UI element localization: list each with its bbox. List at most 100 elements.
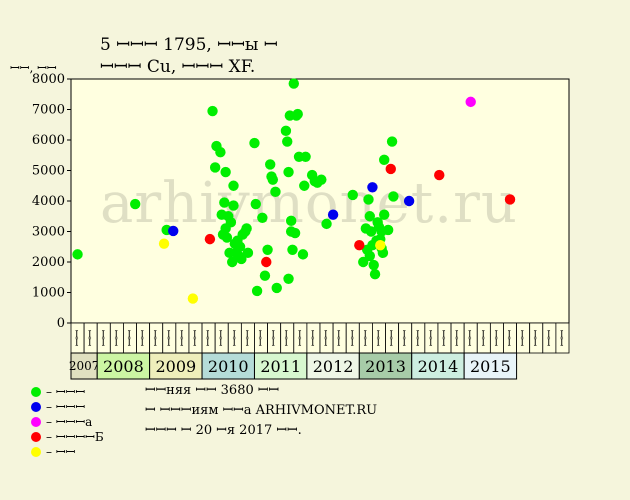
data-point [358,256,369,268]
data-point [316,174,327,185]
data-point [504,194,516,205]
quarter-label: ꟷꟷ [308,330,319,346]
info-line2: ꟷ ꟷꟷꟷиям ꟷꟷа ARHIVMONET.RU [145,403,377,418]
legend-label-1: – ꟷꟷꟷ [46,400,85,414]
data-point [215,147,226,158]
quarter-label: ꟷꟷ [557,330,568,346]
y-tick-label: 2000 [32,255,65,270]
year-label: 2011 [260,357,301,376]
quarter-label: ꟷꟷ [322,330,333,346]
quarter-label: ꟷꟷ [282,330,293,346]
data-point [207,105,218,117]
quarter-label: ꟷꟷ [400,330,411,346]
y-tick-label: 0 [57,316,65,331]
quarter-label: ꟷꟷ [453,330,464,346]
data-point [363,194,374,205]
data-point [280,125,292,137]
legend-marker-3 [31,432,41,442]
data-point [379,209,390,220]
data-point [158,238,170,249]
year-row: 2007 2008 2009 2010 2011 2012 2013 2014 2015 [69,352,518,380]
data-point [369,269,381,280]
year-cell [411,352,465,380]
data-point [267,174,279,185]
data-point [347,189,358,201]
data-point [251,285,263,297]
data-point [327,209,339,220]
quarter-label: ꟷꟷ [256,330,267,346]
data-point [300,151,311,162]
quarter-label: ꟷꟷ [413,330,424,346]
quarter-label: ꟷꟷ [544,330,555,346]
data-point [270,186,281,198]
data-point [379,154,390,166]
quarter-label: ꟷꟷ [191,330,202,346]
info-line1: ꟷꟷняя ꟷꟷ 3680 ꟷꟷ [145,383,279,398]
data-point [367,182,378,193]
data-point [219,197,230,208]
data-point [249,137,260,149]
data-point [257,212,268,223]
data-point [228,180,239,191]
data-point [265,159,276,170]
data-point [209,162,221,173]
quarter-label: ꟷꟷ [518,330,529,346]
year-label: 2013 [365,357,406,376]
legend-label-2: – ꟷꟷꟷа [46,415,92,429]
year-label: 2009 [155,357,196,376]
y-tick-label: 3000 [32,225,65,240]
quarter-label: ꟷꟷ [505,330,516,346]
data-point [283,166,294,178]
quarter-label: ꟷꟷ [348,330,359,346]
data-point [288,78,299,89]
plot-area [70,78,570,324]
quarter-label: ꟷꟷ [86,330,97,346]
quarter-label: ꟷꟷ [295,330,306,346]
data-point [271,282,282,294]
quarter-label: ꟷꟷ [125,330,136,346]
quarter-label: ꟷꟷ [138,330,149,346]
data-point [364,250,375,262]
legend-label-3: – ꟷꟷꟷꟷБ [46,430,104,444]
data-point [168,225,179,237]
legend-marker-4 [31,447,41,457]
year-cell [463,352,518,380]
y-axis-ticks: 0 1000 2000 3000 4000 5000 6000 7000 8000 [32,72,71,331]
data-point [365,226,377,237]
y-tick-label: 1000 [32,286,65,301]
data-point [388,191,399,202]
quarter-label: ꟷꟷ [204,330,215,346]
data-point [204,233,216,245]
quarter-label: ꟷꟷ [269,330,280,346]
year-label: 2010 [208,357,249,376]
data-point [386,136,398,147]
data-point [465,96,476,108]
data-point [287,244,298,255]
data-point [220,166,231,178]
y-tick-label: 6000 [32,133,65,148]
data-point [262,244,273,255]
year-label: 2007 [69,359,100,373]
chart-title-line2: ꟷꟷꟷ Cu, ꟷꟷꟷ XF. [100,57,255,77]
year-label: 2014 [418,357,459,376]
quarter-label: ꟷꟷ [230,330,241,346]
data-point [364,211,375,222]
year-cell [96,352,151,380]
y-tick-label: 8000 [32,72,65,87]
y-tick-label: 5000 [32,164,65,179]
data-point [187,293,199,304]
data-point [292,108,303,120]
quarter-label: ꟷꟷ [151,330,162,346]
data-point [382,224,394,236]
year-cell [253,352,308,380]
quarter-cell [555,322,570,354]
year-cell [306,352,360,380]
data-point [234,241,246,252]
quarter-label: ꟷꟷ [531,330,542,346]
quarter-label: ꟷꟷ [99,330,110,346]
quarter-label: ꟷꟷ [387,330,398,346]
y-tick-label: 7000 [32,103,65,118]
data-point [221,232,233,243]
data-point [250,198,261,210]
